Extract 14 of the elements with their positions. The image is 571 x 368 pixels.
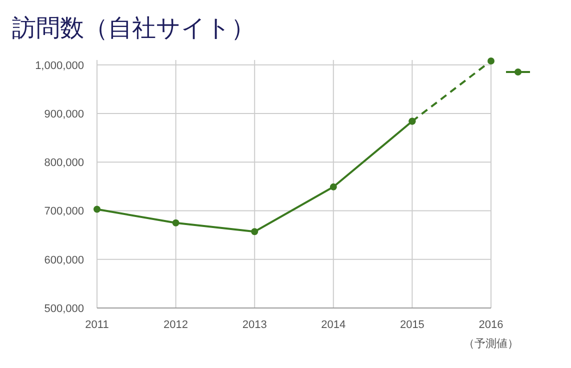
- x-tick-label: 2016: [478, 319, 504, 331]
- y-tick-label: 700,000: [44, 206, 84, 218]
- x-tick-label: 2015: [400, 319, 424, 331]
- y-tick-label: 800,000: [44, 157, 84, 170]
- y-tick-label: 600,000: [44, 254, 84, 266]
- y-tick-label: 1,000,000: [35, 60, 84, 72]
- y-tick-label: 500,000: [44, 303, 84, 315]
- chart-title: 訪問数（自社サイト）: [12, 15, 255, 42]
- x-tick-label: 2013: [242, 319, 267, 331]
- y-tick-label: 900,000: [44, 108, 84, 120]
- x-tick-label: 2011: [85, 319, 109, 331]
- x-tick-label: 2014: [321, 319, 346, 331]
- x-tick-label: 2012: [164, 319, 188, 331]
- text: （予測値）: [464, 338, 518, 350]
